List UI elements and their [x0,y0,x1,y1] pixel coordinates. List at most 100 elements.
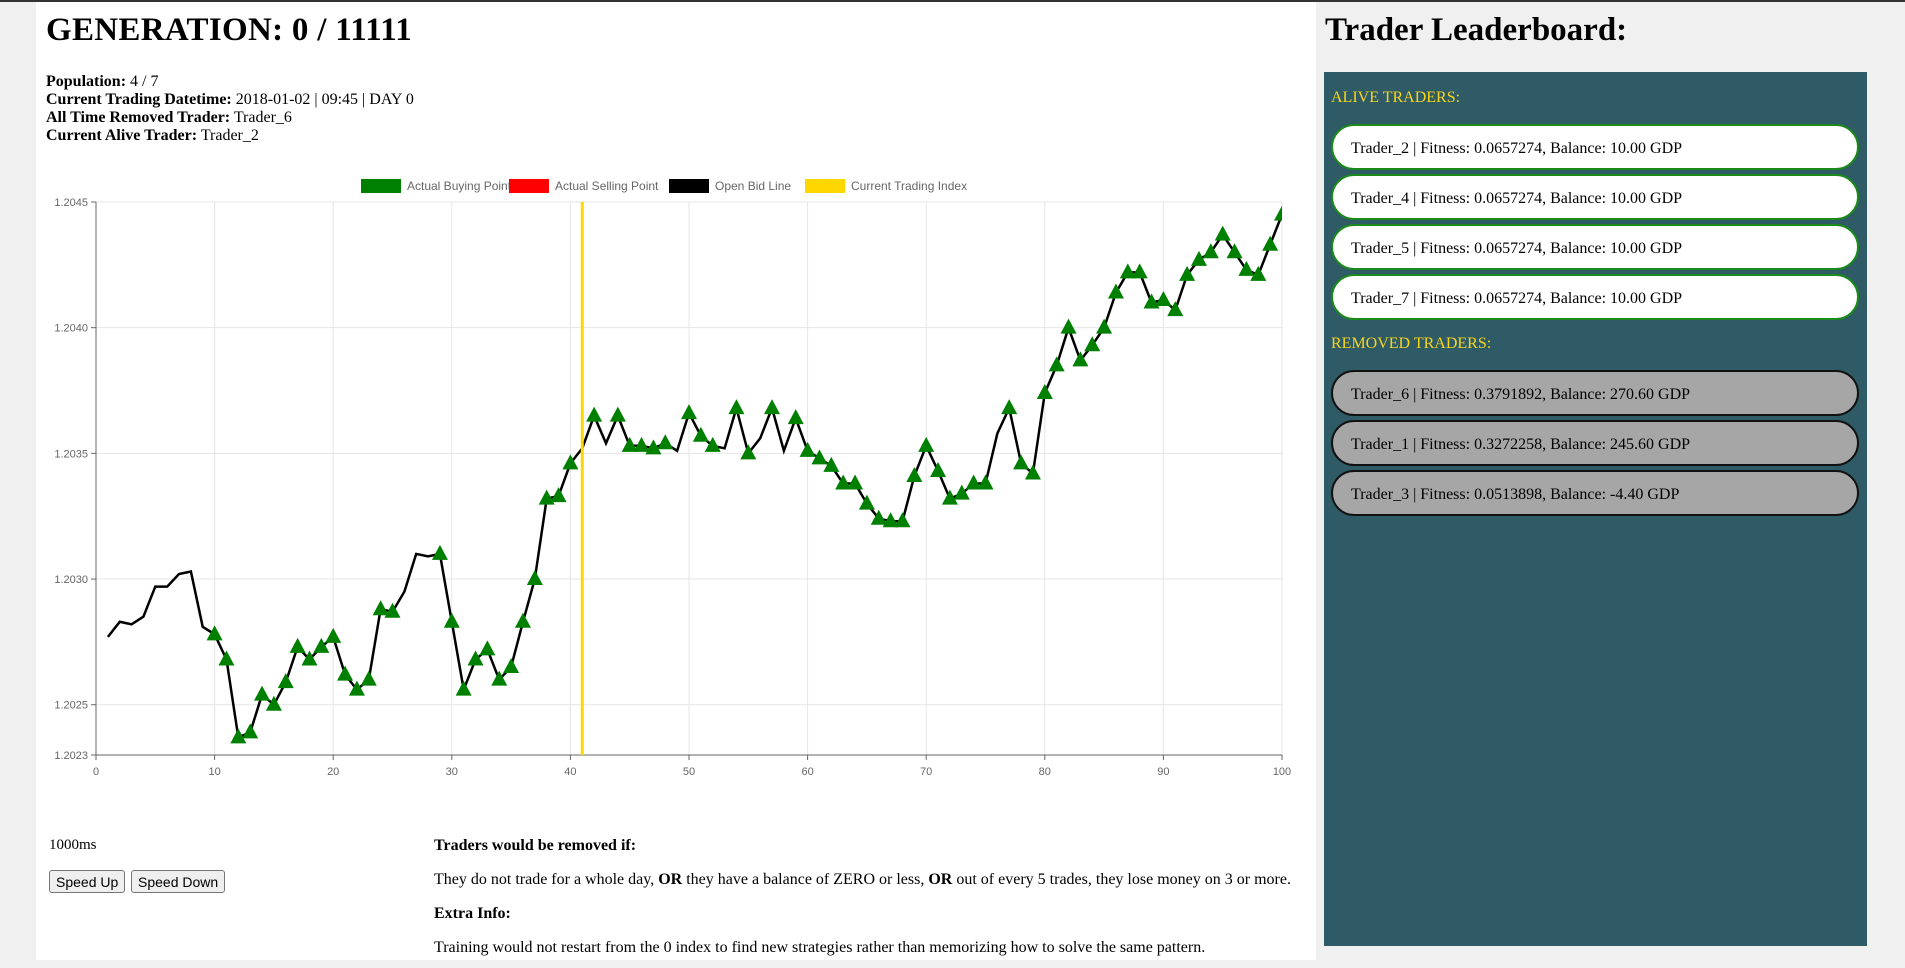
or-keyword: OR [658,871,683,888]
buying-point [918,436,935,452]
buying-point [325,627,342,643]
buying-point [870,509,887,525]
buying-point [657,434,674,450]
buying-point [764,399,781,415]
buying-point [1107,283,1124,299]
legend-label: Actual Selling Point [555,179,659,193]
open-bid-line [106,214,1282,740]
buying-point [1131,263,1148,279]
buying-point [1155,291,1172,307]
buying-point [882,512,899,528]
legend-swatch [361,179,401,193]
population-value: 4 / 7 [130,73,159,90]
alive-trader-value: Trader_2 [200,127,259,144]
datetime-value: 2018-01-02 | 09:45 | DAY 0 [235,91,414,108]
population-label: Population: [46,73,127,90]
removal-rules-text: They do not trade for a whole day, OR th… [434,871,1291,889]
buying-point [1143,293,1160,309]
buying-point [562,454,579,470]
buying-point [360,670,377,686]
buying-point [1262,235,1279,251]
x-tick-label: 0 [93,766,99,778]
buying-point [645,439,662,455]
buying-point [1190,250,1207,266]
buying-point [1214,225,1231,241]
buying-point [289,637,306,653]
buying-point [206,625,223,641]
speed-up-button[interactable]: Speed Up [49,870,126,893]
legend-label: Actual Buying Point [407,179,512,193]
datetime-label: Current Trading Datetime: [46,91,232,108]
buying-point [835,474,852,490]
legend-swatch [805,179,845,193]
buying-point [1001,399,1018,415]
buying-point [858,494,875,510]
x-tick-label: 80 [1039,766,1051,778]
removed-trader-label: All Time Removed Trader: [46,109,231,126]
removal-rule-2: they have a balance of ZERO or less, [686,871,925,888]
buying-point [633,436,650,452]
y-tick-label: 1.2040 [54,323,88,335]
population-info: Population: 4 / 7 [46,73,158,91]
removed-trader-card: Trader_1 | Fitness: 0.3272258, Balance: … [1331,420,1859,466]
removed-trader-info: All Time Removed Trader: Trader_6 [46,109,292,127]
buying-point [1250,265,1267,281]
extra-info-text: Training would not restart from the 0 in… [434,939,1206,956]
removal-rules-heading: Traders would be removed if: [434,837,637,854]
buying-point [1167,301,1184,317]
buying-point [681,404,697,420]
buying-point [1096,318,1113,334]
buying-point [621,436,638,452]
buying-point [1048,356,1065,372]
buying-point [479,640,496,656]
buying-point [372,600,389,616]
buying-point [609,406,626,422]
buying-point [265,695,282,711]
alive-trader-card: Trader_2 | Fitness: 0.0657274, Balance: … [1331,124,1859,170]
x-tick-label: 60 [801,766,813,778]
buying-point [455,680,472,696]
buying-point [443,612,460,628]
x-tick-label: 70 [920,766,932,778]
buying-point [965,474,982,490]
alive-trader-card: Trader_5 | Fitness: 0.0657274, Balance: … [1331,224,1859,270]
buying-point [348,680,365,696]
trading-chart: Actual Buying Point Actual Selling Point O… [54,179,1291,778]
extra-info-heading: Extra Info: [434,905,511,922]
removed-trader-value: Trader_6 [233,109,292,126]
x-tick-label: 90 [1157,766,1169,778]
buying-point [906,466,923,482]
buying-point [1036,384,1053,400]
or-keyword: OR [928,871,953,888]
buying-point [384,602,401,618]
buying-point [1226,243,1243,259]
buying-point [526,570,543,586]
alive-trader-label: Current Alive Trader: [46,127,198,144]
removed-traders-label: REMOVED TRADERS: [1331,335,1492,352]
buying-point [704,436,721,452]
buying-point [301,650,318,666]
legend-label: Open Bid Line [715,179,791,193]
buying-point [728,399,745,415]
buying-point [1119,263,1136,279]
speed-down-button[interactable]: Speed Down [131,870,226,893]
buying-point [254,685,271,701]
buying-point [977,474,994,490]
legend-label: Current Trading Index [851,179,967,193]
x-tick-label: 50 [683,766,695,778]
buying-point [242,723,259,739]
alive-trader-card: Trader_4 | Fitness: 0.0657274, Balance: … [1331,174,1859,220]
x-tick-label: 40 [564,766,576,778]
buying-point [847,474,864,490]
buying-point [491,670,508,686]
buying-point [1238,260,1255,276]
buying-point [740,444,757,460]
buying-point [313,637,330,653]
speed-readout: 1000ms [49,837,97,853]
buying-point [1060,318,1077,334]
page-title: GENERATION: 0 / 11111 [46,12,413,48]
buying-point [1202,243,1219,259]
buying-point [953,484,970,500]
y-tick-label: 1.2023 [54,750,88,762]
x-tick-label: 100 [1273,766,1291,778]
